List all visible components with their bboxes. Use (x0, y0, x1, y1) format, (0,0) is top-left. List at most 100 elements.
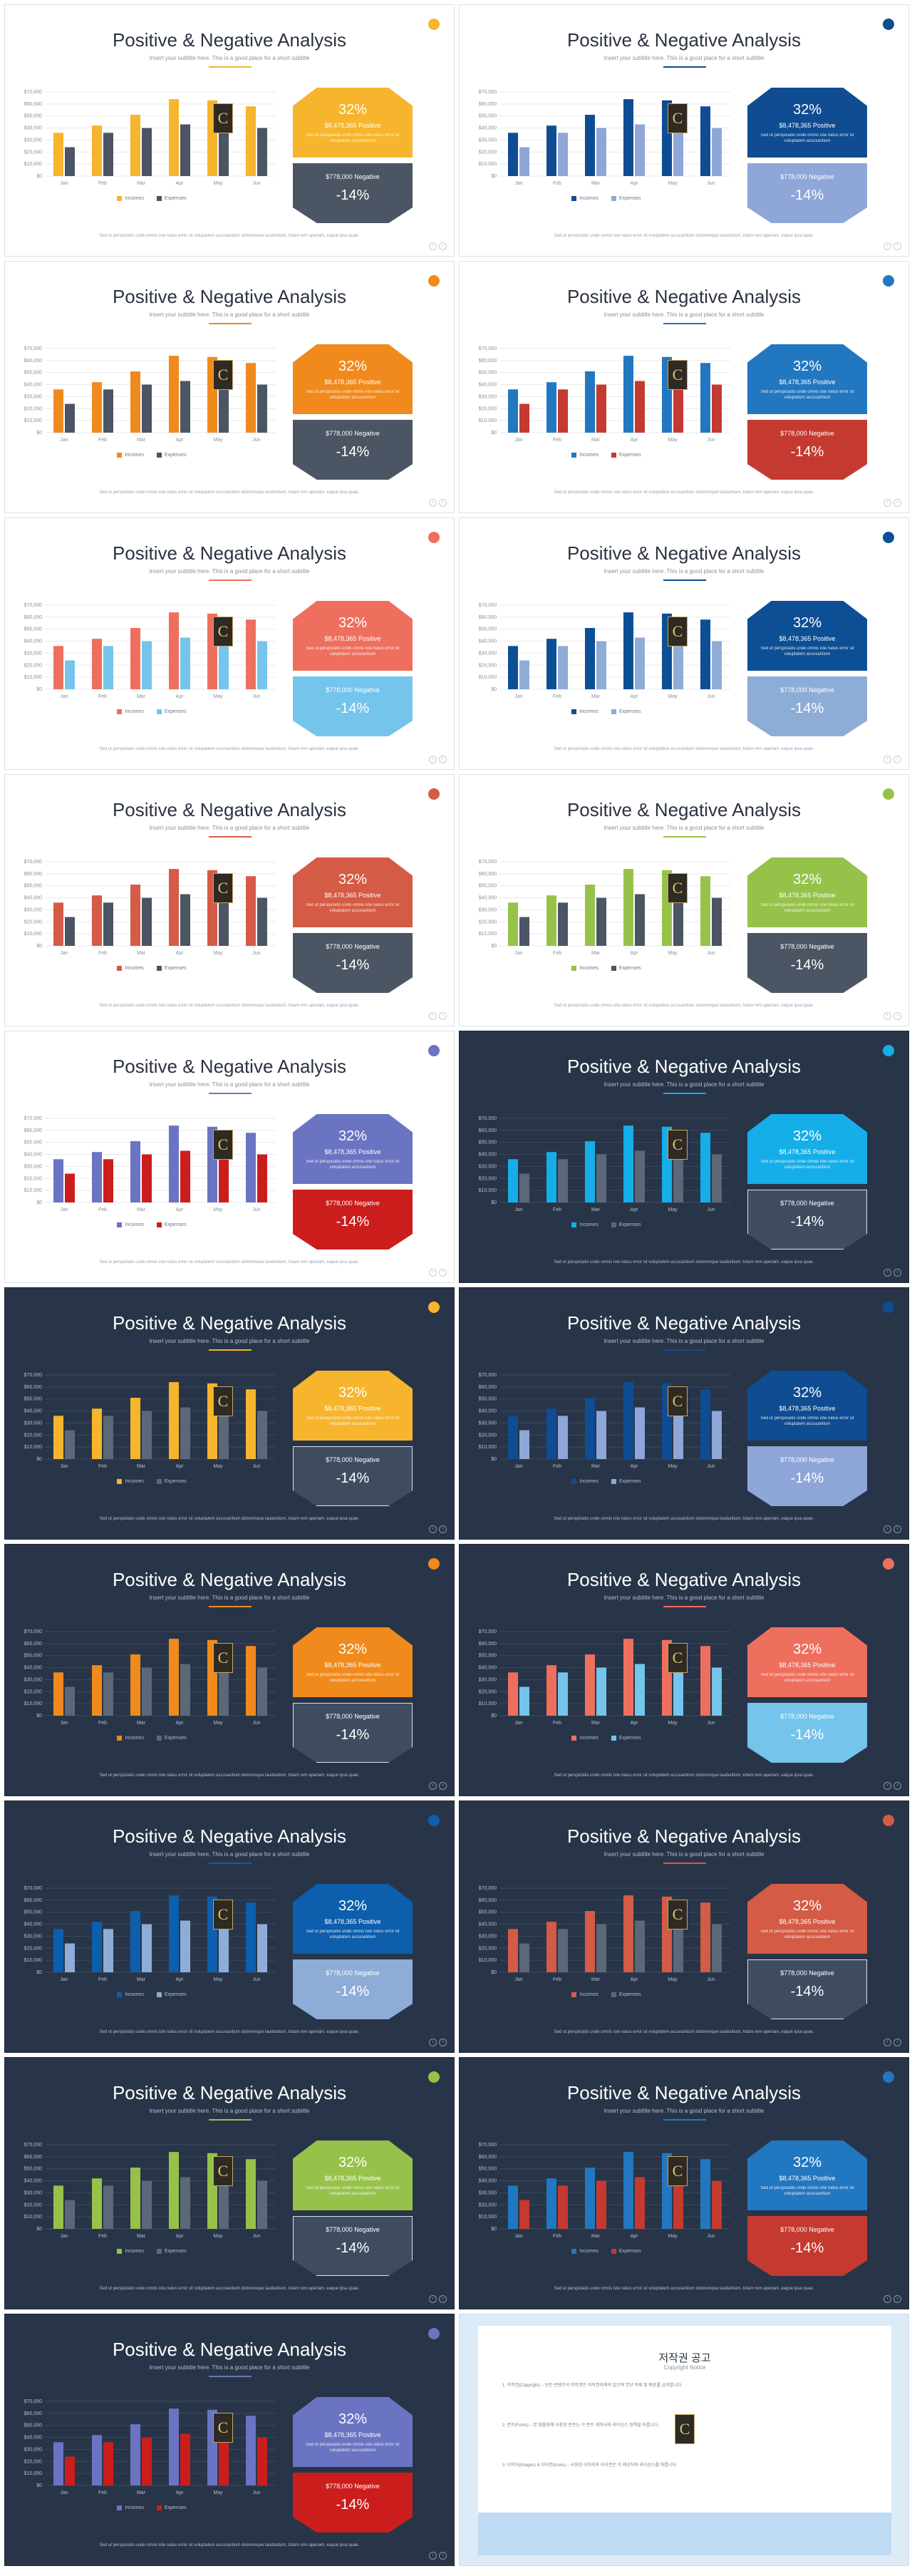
slide-thumbnail[interactable]: Positive & Negative Analysis Insert your … (4, 4, 455, 257)
slide-thumbnail[interactable]: Positive & Negative Analysis Insert your … (4, 1800, 455, 2053)
next-page-icon[interactable]: › (439, 2295, 447, 2303)
x-tick-label: Feb (553, 438, 561, 443)
prev-page-icon[interactable]: ‹ (429, 2295, 437, 2303)
next-page-icon[interactable]: › (439, 756, 447, 763)
next-page-icon[interactable]: › (439, 499, 447, 507)
bar-chart: $0 $10,000 $20,000 $30,000 $40,000 $50,000 $60… (479, 603, 730, 699)
slide-thumbnail[interactable]: Positive & Negative Analysis Insert your … (459, 774, 909, 1026)
y-tick-label: $70,000 (479, 860, 497, 865)
y-tick-label: $40,000 (479, 1666, 497, 1671)
prev-page-icon[interactable]: ‹ (429, 1269, 437, 1277)
bar-chart: $0 $10,000 $20,000 $30,000 $40,000 $50,000 $60… (479, 1116, 730, 1212)
slide-thumbnail[interactable]: Positive & Negative Analysis Insert your … (459, 2057, 909, 2309)
y-tick-label: $10,000 (479, 1701, 497, 1706)
income-bar (623, 1639, 633, 1716)
slide-thumbnail[interactable]: Positive & Negative Analysis Insert your … (459, 517, 909, 770)
next-page-icon[interactable]: › (893, 1269, 901, 1277)
next-page-icon[interactable]: › (893, 1012, 901, 1020)
next-page-icon[interactable]: › (439, 1782, 447, 1790)
legend-label: Expenses (618, 1992, 641, 1997)
prev-page-icon[interactable]: ‹ (884, 2039, 891, 2046)
prev-page-icon[interactable]: ‹ (884, 756, 891, 763)
slide-subtitle: Insert your subtitle here. This is a goo… (149, 825, 310, 831)
y-tick-label: $10,000 (24, 932, 42, 937)
expense-bar (635, 1664, 645, 1716)
next-page-icon[interactable]: › (893, 2039, 901, 2046)
copyright-slide[interactable]: 저작권 공고 Copyright Notice 1. 저작권(Copyright) … (459, 2314, 909, 2566)
income-bar (246, 106, 256, 176)
slide-thumbnail[interactable]: Positive & Negative Analysis Insert your … (459, 1031, 909, 1283)
x-tick-label: Mar (591, 951, 601, 956)
expense-bar (257, 384, 267, 433)
slide-thumbnail[interactable]: Positive & Negative Analysis Insert your … (4, 261, 455, 513)
positive-value: $8,478,365 (324, 1148, 357, 1155)
slide-thumbnail[interactable]: Positive & Negative Analysis Insert your … (4, 2314, 455, 2566)
next-page-icon[interactable]: › (439, 1525, 447, 1533)
negative-label: Negative (809, 1969, 834, 1977)
legend-label: Expenses (618, 453, 641, 458)
slide-thumbnail[interactable]: Positive & Negative Analysis Insert your … (459, 261, 909, 513)
prev-page-icon[interactable]: ‹ (429, 242, 437, 250)
negative-panel: $778,000 Negative -14% (293, 2473, 413, 2533)
prev-page-icon[interactable]: ‹ (884, 1525, 891, 1533)
next-page-icon[interactable]: › (893, 2295, 901, 2303)
y-tick-label: $50,000 (479, 2167, 497, 2172)
prev-page-icon[interactable]: ‹ (429, 1012, 437, 1020)
x-tick-label: Feb (98, 694, 107, 699)
prev-page-icon[interactable]: ‹ (884, 2295, 891, 2303)
slide-thumbnail[interactable]: Positive & Negative Analysis Insert your … (459, 4, 909, 257)
prev-page-icon[interactable]: ‹ (429, 2039, 437, 2046)
next-page-icon[interactable]: › (893, 499, 901, 507)
slide-thumbnail[interactable]: Positive & Negative Analysis Insert your … (4, 1544, 455, 1796)
next-page-icon[interactable]: › (439, 2552, 447, 2560)
expense-bar (257, 128, 267, 176)
next-page-icon[interactable]: › (893, 1525, 901, 1533)
legend-expense: Expenses (611, 709, 641, 714)
slide-thumbnail[interactable]: Positive & Negative Analysis Insert your … (4, 1287, 455, 1540)
prev-page-icon[interactable]: ‹ (884, 1012, 891, 1020)
slide-thumbnail[interactable]: Positive & Negative Analysis Insert your … (4, 517, 455, 770)
prev-page-icon[interactable]: ‹ (429, 499, 437, 507)
positive-value: $8,478,365 (779, 635, 812, 642)
slide-thumbnail[interactable]: Positive & Negative Analysis Insert your … (459, 1800, 909, 2053)
y-tick-label: $10,000 (24, 162, 42, 167)
slide-thumbnail[interactable]: Positive & Negative Analysis Insert your … (459, 1544, 909, 1796)
income-bar (169, 1639, 179, 1716)
negative-value: $778,000 (326, 1713, 353, 1720)
negative-value-line: $778,000 Negative (293, 1456, 413, 1463)
slide-thumbnail[interactable]: Positive & Negative Analysis Insert your … (4, 2057, 455, 2309)
prev-page-icon[interactable]: ‹ (429, 1782, 437, 1790)
expense-bar (673, 2175, 683, 2229)
legend-swatch-icon (611, 966, 616, 971)
body-text: Sed ut perspiciatis unde omnis iste natu… (99, 2543, 360, 2547)
prev-page-icon[interactable]: ‹ (429, 1525, 437, 1533)
bar-chart: $0 $10,000 $20,000 $30,000 $40,000 $50,000 $60… (24, 90, 276, 186)
legend-income: Incomes (117, 1479, 144, 1484)
prev-page-icon[interactable]: ‹ (884, 1269, 891, 1277)
negative-label: Negative (809, 1456, 834, 1463)
slide-thumbnail[interactable]: Positive & Negative Analysis Insert your … (459, 1287, 909, 1540)
x-tick-label: Feb (553, 1977, 561, 1982)
slide-thumbnail[interactable]: Positive & Negative Analysis Insert your … (4, 1031, 455, 1283)
next-page-icon[interactable]: › (439, 1012, 447, 1020)
next-page-icon[interactable]: › (893, 756, 901, 763)
prev-page-icon[interactable]: ‹ (884, 242, 891, 250)
prev-page-icon[interactable]: ‹ (429, 2552, 437, 2560)
prev-page-icon[interactable]: ‹ (429, 756, 437, 763)
next-page-icon[interactable]: › (439, 2039, 447, 2046)
income-bar (92, 1152, 102, 1202)
y-tick-label: $50,000 (24, 371, 42, 376)
chart-legend: Incomes Expenses (499, 1736, 713, 1741)
negative-value: $778,000 (326, 430, 353, 437)
prev-page-icon[interactable]: ‹ (884, 499, 891, 507)
next-page-icon[interactable]: › (893, 1782, 901, 1790)
next-page-icon[interactable]: › (439, 242, 447, 250)
slide-thumbnail[interactable]: Positive & Negative Analysis Insert your … (4, 774, 455, 1026)
expense-bar (558, 1929, 568, 1972)
prev-page-icon[interactable]: ‹ (884, 1782, 891, 1790)
page-navigation: ‹ › (884, 2295, 901, 2303)
chart-legend: Incomes Expenses (499, 1992, 713, 1997)
next-page-icon[interactable]: › (439, 1269, 447, 1277)
slide-title: Positive & Negative Analysis (112, 1056, 347, 1077)
next-page-icon[interactable]: › (893, 242, 901, 250)
